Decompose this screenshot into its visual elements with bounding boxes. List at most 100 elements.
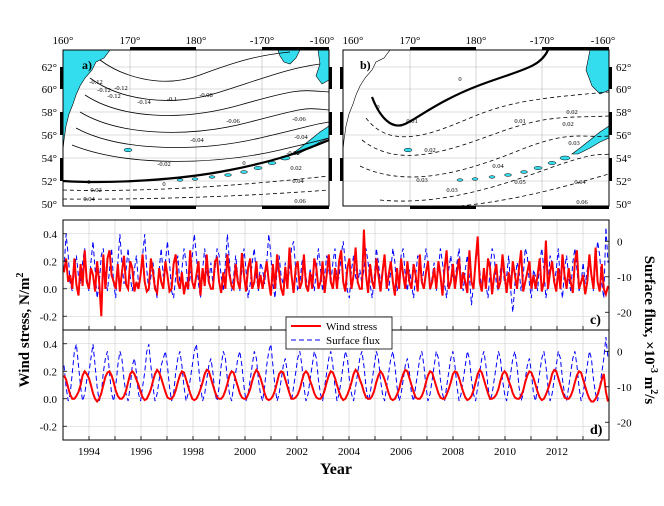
y-axis-left-title: Wind stress, N/m2 — [15, 273, 33, 388]
map-a-aleutian-islands — [123, 147, 291, 182]
map-a-contours — [71, 51, 329, 162]
panel-d-y-right-tick-label: -10 — [617, 382, 632, 394]
panel-c-y-right-tick-label: -20 — [617, 307, 632, 319]
map-a-chukotka-land — [277, 50, 301, 65]
legend: Wind stress Surface flux — [285, 316, 393, 350]
map-b-zero-contour — [370, 50, 550, 127]
x-axis-title: Year — [320, 461, 352, 478]
map-b-lat-tick: 62° — [616, 62, 631, 74]
map-a-contour-label: -0.12 — [89, 79, 103, 86]
map-panel-b: 0 0.01 0.02 0.01 0.02 0.03 0.04 0.05 0.0… — [340, 47, 612, 209]
map-a-contour-label: 0.02 — [290, 165, 301, 172]
map-b-lon-tick: 160° — [343, 35, 364, 47]
x-tick-label: 2010 — [494, 446, 517, 458]
map-a-contour-label: -0.12 — [107, 93, 121, 100]
panel-label-d: d) — [590, 423, 603, 438]
map-a-contour-label: 0 — [87, 179, 90, 186]
map-a-contour-label: 0.06 — [294, 198, 306, 205]
panel-c-y-right-tick-label: -10 — [617, 272, 632, 284]
map-a-lat-tick: 54° — [42, 153, 57, 165]
map-b-contour-label: 0.05 — [514, 179, 525, 186]
map-b-alaska-land — [585, 50, 609, 95]
y-axis-right-title-tail: /s — [641, 393, 657, 404]
y-axis-right-title: Surface flux, ×10-3 m2/s — [641, 256, 659, 405]
map-b-contour-label: 0 — [376, 104, 379, 111]
map-b-contour-labels: 0 0.01 0.02 0.01 0.02 0.03 0.04 0.05 0.0… — [376, 76, 588, 206]
panel-c-y-right-tick-label: 0 — [617, 236, 623, 248]
map-a-lon-tick: 170° — [120, 35, 141, 47]
map-a-contour-label: -0.04 — [294, 134, 308, 141]
legend-wind-label: Wind stress — [326, 321, 377, 333]
map-b-contour-label: 0.01 — [406, 118, 417, 125]
map-b-contour-label: 0.04 — [492, 163, 504, 170]
panel-d-y-left-tick-label: 0.0 — [43, 394, 57, 406]
map-b-contour-label: 0.02 — [566, 109, 577, 116]
map-a-contour-label: -0.14 — [137, 99, 151, 106]
map-a-contour-label: -0.06 — [292, 116, 306, 123]
x-tick-label: 2000 — [234, 446, 257, 458]
map-b-lon-tick: 170° — [400, 35, 421, 47]
panel-d-surface-flux-line — [63, 337, 609, 402]
map-a-lon-tick: 160° — [53, 35, 74, 47]
map-b-alaska-peninsula — [571, 125, 609, 155]
map-b-lat-tick: 58° — [616, 107, 631, 119]
map-b-contour-label: 0.01 — [514, 118, 525, 125]
map-a-contour-label: -0.04 — [190, 137, 204, 144]
y-axis-left-title-text: Wind stress, N/m — [17, 277, 33, 387]
map-b-lat-tick: 50° — [616, 199, 631, 211]
map-a-zero-label: 0 — [242, 160, 245, 167]
map-b-lon-tick: 180° — [466, 35, 487, 47]
x-tick-label: 1998 — [182, 446, 205, 458]
panel-c-y-left-tick-label: 0.2 — [43, 256, 57, 268]
map-a-lat-tick: 60° — [42, 84, 57, 96]
map-panel-a: -0.12 -0.12 -0.12 -0.12 -0.14 -0.1 -0.08… — [60, 47, 332, 209]
map-b-kamchatka-land — [343, 50, 391, 151]
panel-c-y-left-tick-label: 0.0 — [43, 284, 57, 296]
map-b-lat-tick: 52° — [616, 176, 631, 188]
map-a-contour-label: -0.02 — [157, 161, 171, 168]
legend-box — [285, 316, 393, 350]
map-a-contour-label: 0.02 — [90, 187, 101, 194]
panel-c-y-left-tick-label: 0.4 — [43, 229, 57, 241]
map-a-lat-tick: 50° — [42, 199, 57, 211]
map-b-contour-label: 0.02 — [562, 121, 573, 128]
panel-d-wind-stress-line — [63, 368, 609, 404]
map-a-lat-tick: 62° — [42, 62, 57, 74]
y-axis-right-title-exp: -3 — [648, 365, 659, 373]
map-a-frame-bars — [60, 47, 332, 209]
map-b-lat-tick: 60° — [616, 84, 631, 96]
map-a-contour-label: -0.02 — [286, 150, 300, 157]
panel-label-b: b) — [360, 58, 371, 72]
map-b-contour-label: 0.06 — [576, 199, 588, 206]
map-b-positive-contours — [359, 91, 609, 206]
panel-label-a: a) — [82, 58, 92, 72]
x-tick-label: 2002 — [286, 446, 308, 458]
map-b-frame-bars — [340, 47, 612, 209]
map-b-lat-tick: 56° — [616, 130, 631, 142]
map-b-contour-label: 0.03 — [446, 187, 457, 194]
y-axis-left-title-sup: 2 — [15, 273, 26, 278]
map-b-aleutian-islands — [403, 147, 571, 182]
map-a-contour-label: -0.08 — [199, 92, 213, 99]
map-a-lat-tick: 52° — [42, 176, 57, 188]
x-tick-label: 1996 — [130, 446, 153, 458]
map-a-contour-label: -0.12 — [114, 85, 128, 92]
map-a-contour-label: 0.04 — [83, 196, 95, 203]
map-a-lat-tick: 58° — [42, 107, 57, 119]
x-tick-label: 2008 — [442, 446, 465, 458]
map-a-kamchatka-land — [63, 50, 111, 151]
y-axis-right-title-text: Surface flux, ×10 — [641, 256, 657, 365]
y-axis-right-title-unit: m — [641, 373, 657, 390]
map-b-contour-label: 0.03 — [568, 140, 579, 147]
legend-flux-label: Surface flux — [326, 335, 381, 347]
map-b-lat-ticks: 62° 60° 58° 56° 54° 52° 50° — [616, 62, 631, 211]
map-lon-ticks: 160° 170° 180° -170° -160° 160° 170° 180… — [53, 35, 616, 47]
panel-d-y-left-tick-label: -0.2 — [40, 421, 57, 433]
map-b-contour-label: 0.04 — [574, 179, 586, 186]
map-b-contour-label: 0.03 — [416, 177, 427, 184]
map-a-zero-contour — [63, 138, 329, 184]
panel-d-y-right-tick-label: 0 — [617, 346, 623, 358]
map-a-contour-label: -0.06 — [226, 118, 240, 125]
map-a-contour-label: -0.1 — [167, 96, 177, 103]
